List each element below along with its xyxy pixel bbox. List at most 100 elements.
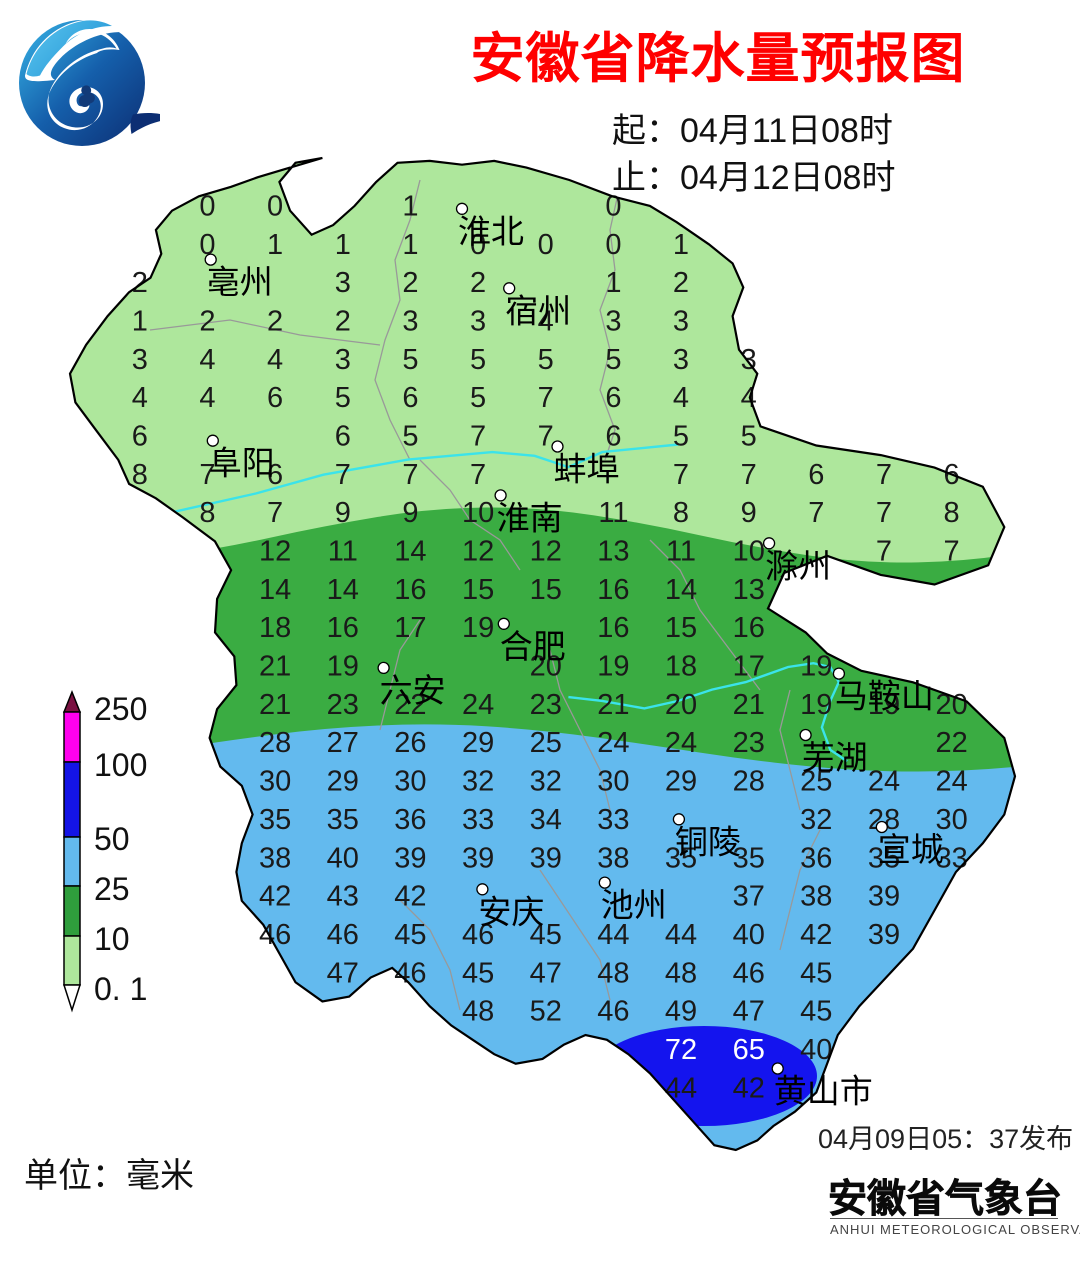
svg-text:25: 25: [530, 727, 562, 759]
svg-text:14: 14: [259, 574, 291, 606]
svg-text:3: 3: [673, 344, 689, 376]
svg-text:6: 6: [808, 459, 824, 491]
svg-text:11: 11: [328, 536, 358, 568]
svg-text:1: 1: [402, 229, 418, 261]
svg-text:39: 39: [394, 842, 426, 874]
svg-text:23: 23: [530, 689, 562, 721]
svg-text:4: 4: [673, 382, 689, 414]
svg-text:19: 19: [800, 651, 832, 683]
svg-text:15: 15: [530, 574, 562, 606]
svg-text:4: 4: [132, 382, 148, 414]
svg-text:1: 1: [605, 267, 621, 299]
svg-text:14: 14: [665, 574, 697, 606]
svg-text:21: 21: [259, 689, 291, 721]
svg-text:1: 1: [132, 306, 148, 338]
svg-text:16: 16: [327, 612, 359, 644]
svg-text:7: 7: [538, 421, 554, 453]
svg-text:34: 34: [530, 804, 562, 836]
svg-text:48: 48: [665, 957, 697, 989]
svg-text:6: 6: [605, 382, 621, 414]
svg-text:21: 21: [259, 651, 291, 683]
svg-text:3: 3: [132, 344, 148, 376]
svg-text:20: 20: [935, 689, 967, 721]
svg-text:26: 26: [394, 727, 426, 759]
svg-text:50: 50: [94, 821, 130, 857]
svg-text:37: 37: [733, 881, 765, 913]
svg-text:23: 23: [327, 689, 359, 721]
svg-text:100: 100: [94, 747, 147, 783]
svg-text:22: 22: [935, 727, 967, 759]
svg-text:23: 23: [733, 727, 765, 759]
svg-text:21: 21: [733, 689, 765, 721]
svg-text:7: 7: [876, 536, 892, 568]
svg-text:4: 4: [199, 382, 215, 414]
svg-text:5: 5: [470, 382, 486, 414]
svg-text:30: 30: [259, 766, 291, 798]
svg-text:7: 7: [470, 459, 486, 491]
svg-text:宣城: 宣城: [878, 831, 944, 868]
svg-text:29: 29: [462, 727, 494, 759]
svg-text:7: 7: [673, 459, 689, 491]
svg-text:20: 20: [665, 689, 697, 721]
svg-text:27: 27: [327, 727, 359, 759]
svg-text:24: 24: [868, 766, 900, 798]
svg-text:2: 2: [199, 306, 215, 338]
svg-text:16: 16: [394, 574, 426, 606]
svg-text:35: 35: [259, 804, 291, 836]
svg-text:72: 72: [665, 1034, 697, 1066]
svg-text:16: 16: [597, 612, 629, 644]
svg-text:45: 45: [462, 957, 494, 989]
svg-text:1: 1: [267, 229, 283, 261]
svg-text:芜湖: 芜湖: [802, 739, 868, 776]
svg-text:24: 24: [462, 689, 494, 721]
svg-text:15: 15: [462, 574, 494, 606]
svg-text:21: 21: [597, 689, 629, 721]
svg-text:65: 65: [733, 1034, 765, 1066]
svg-text:13: 13: [733, 574, 765, 606]
svg-text:40: 40: [733, 919, 765, 951]
svg-text:0: 0: [605, 229, 621, 261]
svg-text:43: 43: [327, 881, 359, 913]
svg-text:2: 2: [267, 306, 283, 338]
svg-text:28: 28: [259, 727, 291, 759]
svg-text:8: 8: [944, 497, 960, 529]
svg-text:33: 33: [597, 804, 629, 836]
svg-text:18: 18: [665, 651, 697, 683]
svg-text:250: 250: [94, 691, 147, 727]
svg-text:5: 5: [402, 421, 418, 453]
svg-text:3: 3: [673, 306, 689, 338]
svg-text:淮北: 淮北: [458, 213, 524, 250]
svg-text:19: 19: [327, 651, 359, 683]
svg-text:52: 52: [530, 996, 562, 1028]
svg-text:46: 46: [327, 919, 359, 951]
svg-text:阜阳: 阜阳: [209, 445, 275, 482]
svg-text:24: 24: [935, 766, 967, 798]
svg-text:6: 6: [267, 382, 283, 414]
svg-text:6: 6: [132, 421, 148, 453]
svg-text:2: 2: [470, 267, 486, 299]
svg-text:3: 3: [605, 306, 621, 338]
svg-text:38: 38: [800, 881, 832, 913]
svg-text:3: 3: [470, 306, 486, 338]
svg-text:46: 46: [733, 957, 765, 989]
svg-text:39: 39: [868, 881, 900, 913]
svg-text:45: 45: [800, 957, 832, 989]
svg-text:黄山市: 黄山市: [774, 1073, 873, 1110]
svg-text:35: 35: [327, 804, 359, 836]
svg-text:六安: 六安: [380, 672, 446, 709]
svg-text:7: 7: [876, 497, 892, 529]
svg-text:7: 7: [267, 497, 283, 529]
svg-text:19: 19: [597, 651, 629, 683]
svg-text:16: 16: [597, 574, 629, 606]
svg-text:29: 29: [327, 766, 359, 798]
svg-text:淮南: 淮南: [497, 499, 563, 536]
svg-text:4: 4: [199, 344, 215, 376]
svg-text:12: 12: [259, 536, 291, 568]
svg-text:5: 5: [470, 344, 486, 376]
svg-text:马鞍山: 马鞍山: [835, 678, 934, 715]
svg-text:44: 44: [665, 1072, 697, 1104]
svg-text:5: 5: [741, 421, 757, 453]
svg-text:铜陵: 铜陵: [675, 823, 741, 860]
svg-text:33: 33: [462, 804, 494, 836]
svg-text:宿州: 宿州: [505, 292, 571, 329]
